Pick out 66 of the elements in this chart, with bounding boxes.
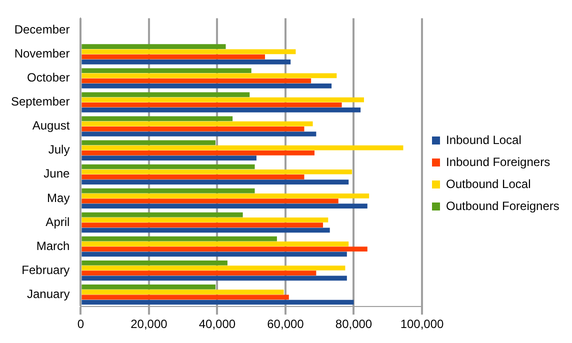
bar — [82, 260, 228, 266]
bar — [82, 102, 342, 108]
bar — [82, 116, 233, 122]
bar — [82, 54, 265, 60]
legend-label: Inbound Local — [446, 132, 522, 147]
bar — [82, 132, 316, 136]
y-tick-label: May — [47, 190, 70, 205]
legend-label: Outbound Local — [446, 176, 531, 191]
bar — [82, 193, 370, 198]
bar — [82, 198, 338, 204]
bar — [82, 73, 337, 78]
bar — [82, 188, 255, 194]
legend-label: Inbound Foreigners — [446, 154, 550, 169]
bar — [82, 174, 304, 180]
bar — [82, 68, 252, 74]
bar — [82, 252, 347, 257]
bar — [82, 228, 330, 233]
y-tick-label: August — [32, 118, 70, 133]
bar — [82, 270, 316, 276]
bar — [82, 126, 304, 132]
legend-label: Outbound Foreigners — [446, 198, 560, 213]
bar — [82, 78, 312, 84]
bar — [82, 49, 296, 54]
bar — [82, 92, 250, 98]
y-tick-label: December — [14, 22, 70, 37]
bar — [82, 145, 404, 150]
bar — [82, 169, 352, 174]
y-tick-label: July — [48, 142, 70, 157]
bar — [82, 266, 346, 270]
bar — [82, 150, 314, 156]
bar — [82, 290, 284, 294]
bar — [82, 59, 291, 64]
bar — [82, 246, 368, 252]
y-tick-label: June — [44, 166, 70, 181]
y-tick-label: October — [27, 70, 70, 85]
bar — [82, 108, 361, 112]
bar — [82, 212, 243, 218]
x-tick-label: 20,000 — [130, 317, 168, 332]
bar — [82, 204, 368, 209]
y-tick-label: March — [36, 238, 70, 253]
bar — [82, 218, 328, 222]
bar — [82, 156, 256, 160]
bar — [82, 236, 277, 242]
y-tick-label: November — [14, 46, 70, 61]
bar — [82, 180, 349, 185]
x-tick-label: 0 — [77, 317, 84, 332]
y-tick-label: January — [26, 286, 70, 301]
bar — [82, 300, 354, 305]
x-tick-label: 100,000 — [400, 317, 444, 332]
bar — [82, 140, 216, 146]
bar — [82, 44, 226, 50]
bar — [82, 284, 216, 290]
x-tick-label: 40,000 — [198, 317, 236, 332]
bar — [82, 242, 349, 246]
bar — [82, 97, 364, 102]
bar — [82, 276, 347, 281]
bar — [82, 294, 289, 300]
y-tick-label: September — [10, 94, 70, 109]
x-tick-label: 80,000 — [335, 317, 372, 332]
bar — [82, 222, 324, 228]
bar — [82, 164, 255, 170]
y-tick-label: April — [46, 214, 70, 229]
y-tick-label: February — [22, 262, 70, 277]
x-tick-label: 60,000 — [267, 317, 304, 332]
bar — [82, 84, 332, 88]
bar — [82, 121, 313, 126]
